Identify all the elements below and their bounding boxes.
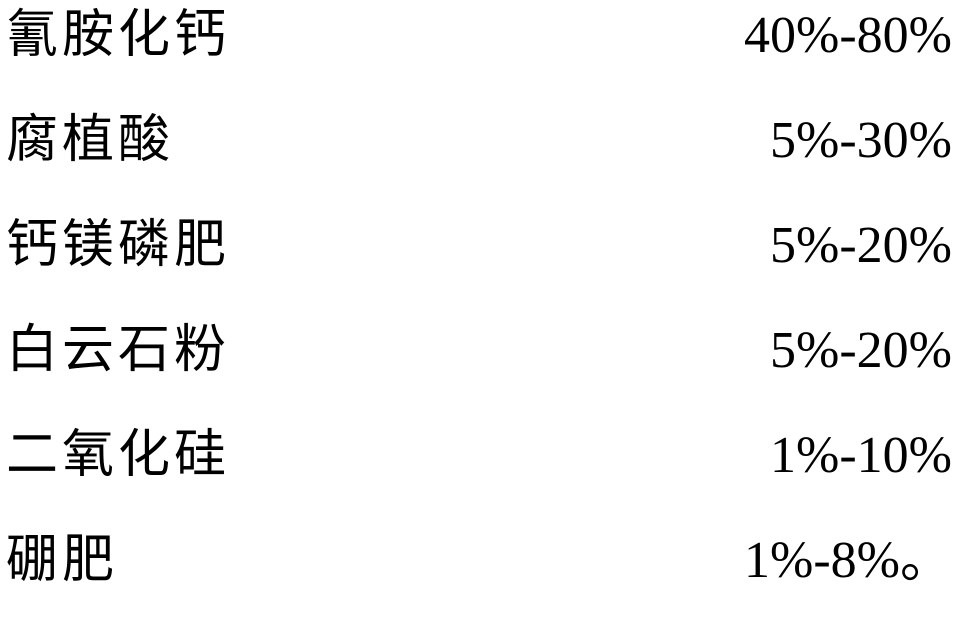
- ingredient-label: 白云石粉: [0, 325, 230, 377]
- percentage-value: 5%-30%: [770, 115, 958, 167]
- percentage-value: 1%-10%: [770, 430, 958, 482]
- ingredient-label: 二氧化硅: [0, 430, 230, 482]
- percentage-value: 40%-80%: [744, 10, 958, 62]
- ingredient-label: 硼肥: [0, 535, 118, 587]
- list-row: 氰胺化钙 40%-80%: [0, 10, 958, 115]
- ingredient-label: 腐植酸: [0, 115, 174, 167]
- list-row: 钙镁磷肥 5%-20%: [0, 220, 958, 325]
- list-row: 硼肥 1%-8%。: [0, 535, 958, 640]
- value-text: 1%-10%: [770, 427, 952, 484]
- percentage-value: 5%-20%: [770, 220, 958, 272]
- list-row: 腐植酸 5%-30%: [0, 115, 958, 220]
- value-text: 40%-80%: [744, 7, 952, 64]
- value-text: 5%-30%: [770, 112, 952, 169]
- value-suffix: 。: [900, 532, 952, 589]
- value-text: 1%-8%: [744, 532, 900, 589]
- list-row: 二氧化硅 1%-10%: [0, 430, 958, 535]
- composition-list: 氰胺化钙 40%-80% 腐植酸 5%-30% 钙镁磷肥 5%-20% 白云石粉…: [0, 0, 958, 635]
- value-text: 5%-20%: [770, 322, 952, 379]
- value-text: 5%-20%: [770, 217, 952, 274]
- percentage-value: 1%-8%。: [744, 535, 958, 587]
- list-row: 白云石粉 5%-20%: [0, 325, 958, 430]
- ingredient-label: 氰胺化钙: [0, 10, 230, 62]
- ingredient-label: 钙镁磷肥: [0, 220, 230, 272]
- percentage-value: 5%-20%: [770, 325, 958, 377]
